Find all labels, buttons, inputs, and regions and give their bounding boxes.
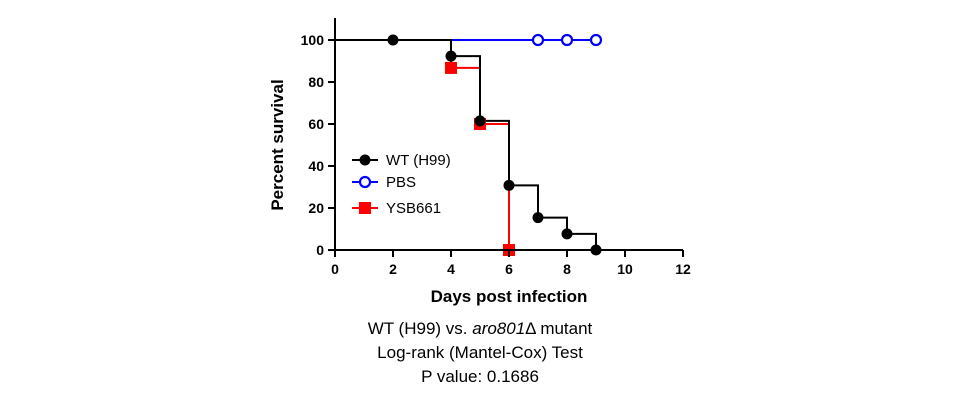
data-point <box>532 212 544 224</box>
caption-test-name: Log-rank (Mantel-Cox) Test <box>377 343 583 362</box>
y-tick-label: 100 <box>301 32 325 48</box>
caption-comparison-prefix: WT (H99) vs. <box>367 319 473 338</box>
caption-gene-name: aro801 <box>472 319 526 338</box>
y-tick-label: 60 <box>308 116 324 132</box>
y-tick-label: 80 <box>308 74 324 90</box>
data-point <box>387 34 399 46</box>
x-tick-label: 2 <box>389 261 397 277</box>
x-tick-label: 6 <box>505 261 513 277</box>
x-tick-label: 4 <box>447 261 455 277</box>
data-point <box>359 202 371 214</box>
data-point <box>589 33 603 47</box>
y-tick-label: 40 <box>308 158 324 174</box>
data-point <box>474 115 486 127</box>
data-point <box>561 228 573 240</box>
data-point <box>531 33 545 47</box>
y-axis-title: Percent survival <box>268 79 287 210</box>
data-point <box>503 179 515 191</box>
legend-label: YSB661 <box>386 200 441 217</box>
axes-group: 0 20 40 60 80 100 0 2 4 6 8 10 12 <box>301 18 691 277</box>
x-tick-label: 8 <box>563 261 571 277</box>
caption-p-value: P value: 0.1686 <box>421 367 539 386</box>
x-tick-label: 0 <box>331 261 339 277</box>
legend-label: PBS <box>386 174 416 191</box>
series-line <box>335 39 625 251</box>
legend: WT (H99) PBS YSB661 <box>352 152 451 217</box>
x-axis-title: Days post infection <box>431 287 588 306</box>
data-point <box>560 33 574 47</box>
y-tick-label: 20 <box>308 200 324 216</box>
x-tick-label: 12 <box>675 261 691 277</box>
plot-markers-group <box>387 33 603 256</box>
x-tick-label: 10 <box>617 261 633 277</box>
y-tick-label: 0 <box>316 242 324 258</box>
data-point <box>445 50 457 62</box>
survival-chart: 0 20 40 60 80 100 0 2 4 6 8 10 12 Percent survival D… <box>268 18 691 306</box>
caption-comparison-suffix: Δ mutant <box>525 319 593 338</box>
series-line <box>335 39 510 250</box>
data-point <box>358 175 372 189</box>
data-point <box>445 61 457 74</box>
caption-comparison: WT (H99) vs. aro801Δ mutant <box>0 317 960 341</box>
data-point <box>359 154 371 166</box>
legend-label: WT (H99) <box>386 152 451 169</box>
plot-series-group <box>335 39 625 251</box>
